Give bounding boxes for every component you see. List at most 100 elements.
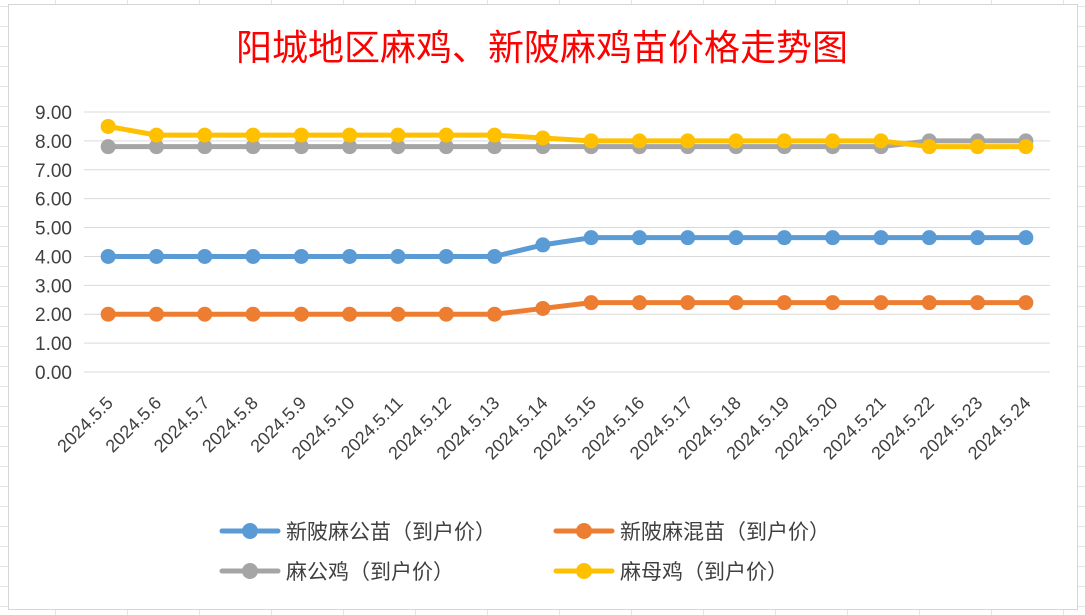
data-point <box>970 295 986 311</box>
data-point <box>293 306 309 322</box>
data-point <box>148 139 164 155</box>
legend-swatch-marker <box>576 563 592 579</box>
legend-label: 麻母鸡（到户价） <box>620 560 788 584</box>
chart-title: 阳城地区麻鸡、新陂麻鸡苗价格走势图 <box>236 28 848 69</box>
y-tick-label: 7.00 <box>35 161 72 182</box>
data-point <box>100 139 116 155</box>
data-point <box>873 295 889 311</box>
data-point <box>390 306 406 322</box>
series-3 <box>100 118 1034 155</box>
series-line <box>105 138 1029 150</box>
legend-label: 麻公鸡（到户价） <box>286 560 454 584</box>
legend-label: 新陂麻公苗（到户价） <box>286 520 496 544</box>
y-tick-label: 3.00 <box>35 276 72 297</box>
legend-swatch-marker <box>242 563 258 579</box>
data-point <box>535 237 551 253</box>
y-tick-label: 5.00 <box>35 219 72 240</box>
legend-label: 新陂麻混苗（到户价） <box>620 520 830 544</box>
data-point <box>1018 139 1034 155</box>
data-point <box>245 127 261 143</box>
data-point <box>631 295 647 311</box>
data-point <box>487 248 503 264</box>
series-line <box>105 300 1029 317</box>
data-point <box>776 230 792 246</box>
data-point <box>583 230 599 246</box>
series-lines <box>100 118 1034 322</box>
data-point <box>148 306 164 322</box>
x-axis-ticks: 2024.5.52024.5.62024.5.72024.5.82024.5.9… <box>53 393 1034 464</box>
y-tick-label: 1.00 <box>35 334 72 355</box>
data-point <box>197 248 213 264</box>
data-point <box>921 295 937 311</box>
data-point <box>487 127 503 143</box>
data-point <box>390 248 406 264</box>
legend: 新陂麻公苗（到户价） 新陂麻混苗（到户价） 麻公鸡（到户价） 麻母鸡（到户价） <box>219 520 830 584</box>
y-tick-label: 9.00 <box>35 103 72 124</box>
y-tick-label: 4.00 <box>35 247 72 268</box>
data-point <box>342 306 358 322</box>
data-point <box>245 306 261 322</box>
data-point <box>390 139 406 155</box>
data-point <box>728 133 744 149</box>
series-line <box>105 123 1029 150</box>
data-point <box>873 133 889 149</box>
data-point <box>825 295 841 311</box>
data-point <box>776 295 792 311</box>
y-tick-label: 2.00 <box>35 305 72 326</box>
data-point <box>1018 230 1034 246</box>
data-point <box>438 248 454 264</box>
data-point <box>535 130 551 146</box>
data-point <box>825 230 841 246</box>
series-0 <box>100 230 1034 264</box>
data-point <box>631 230 647 246</box>
data-point <box>728 230 744 246</box>
data-point <box>100 118 116 134</box>
data-point <box>293 127 309 143</box>
data-point <box>583 133 599 149</box>
legend-swatch-marker <box>576 523 592 539</box>
data-point <box>583 295 599 311</box>
y-tick-label: 8.00 <box>35 132 72 153</box>
data-point <box>245 139 261 155</box>
data-point <box>100 306 116 322</box>
data-point <box>776 133 792 149</box>
data-point <box>487 139 503 155</box>
data-point <box>680 133 696 149</box>
data-point <box>100 248 116 264</box>
data-point <box>970 230 986 246</box>
data-point <box>293 139 309 155</box>
data-point <box>293 248 309 264</box>
data-point <box>921 139 937 155</box>
data-point <box>1018 295 1034 311</box>
data-point <box>197 306 213 322</box>
data-point <box>535 300 551 316</box>
gridlines <box>84 111 1050 373</box>
data-point <box>197 127 213 143</box>
data-point <box>970 139 986 155</box>
legend-swatch-marker <box>242 523 258 539</box>
data-point <box>390 127 406 143</box>
data-point <box>342 127 358 143</box>
data-point <box>680 295 696 311</box>
data-point <box>148 127 164 143</box>
data-point <box>873 230 889 246</box>
data-point <box>438 127 454 143</box>
data-point <box>825 133 841 149</box>
data-point <box>728 295 744 311</box>
y-axis-ticks: 0.00 1.00 2.00 3.00 4.00 5.00 6.00 7.00 8.00 9.00 <box>35 103 72 384</box>
data-point <box>148 248 164 264</box>
series-line <box>105 235 1029 259</box>
data-point <box>487 306 503 322</box>
data-point <box>438 139 454 155</box>
data-point <box>631 133 647 149</box>
series-1 <box>100 295 1034 322</box>
data-point <box>438 306 454 322</box>
data-point <box>245 248 261 264</box>
data-point <box>342 139 358 155</box>
data-point <box>680 230 696 246</box>
data-point <box>342 248 358 264</box>
y-tick-label: 0.00 <box>35 363 72 384</box>
y-tick-label: 6.00 <box>35 190 72 211</box>
data-point <box>197 139 213 155</box>
